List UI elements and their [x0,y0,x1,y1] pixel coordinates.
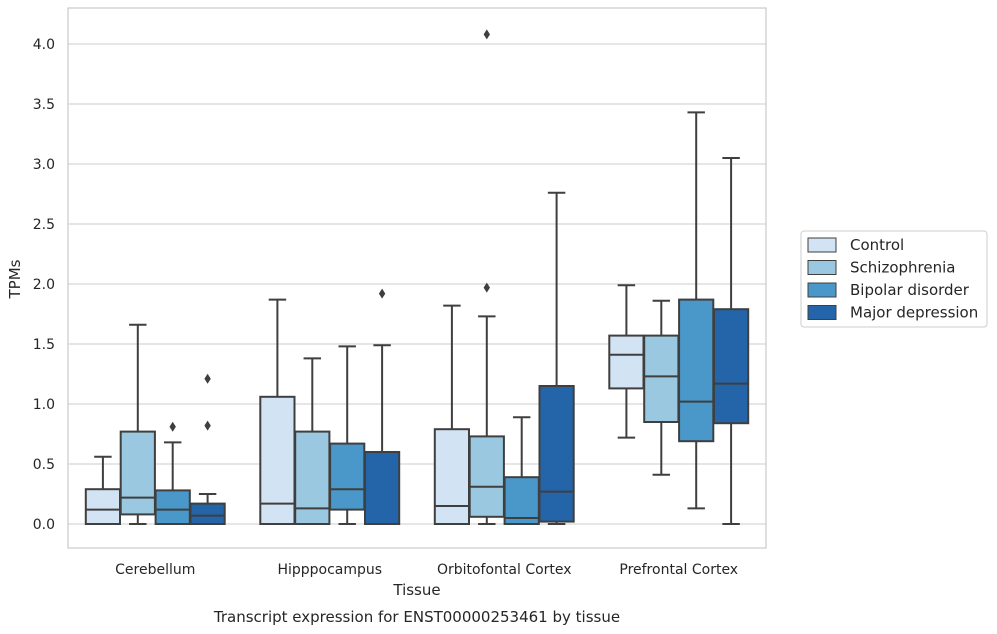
y-tick-label: 4.0 [33,37,55,53]
y-tick-label: 0.5 [33,457,55,473]
box-schizophrenia [294,357,331,526]
legend-swatch [807,282,837,298]
outlier-point [204,373,211,384]
legend-label: Control [850,236,904,254]
legend-swatch [807,260,837,275]
outlier-point [483,282,490,293]
x-tick-label: Hipppocampus [277,562,382,578]
x-axis-label: Tissue [392,581,440,599]
outlier-point [169,421,176,432]
legend-swatch [807,305,837,320]
box-iqr [154,489,191,525]
y-axis-label: TPMs [6,259,24,299]
box-iqr [538,385,575,523]
box-iqr [259,395,296,525]
y-tick-label: 1.5 [33,337,55,353]
y-tick-label: 2.5 [33,217,55,233]
plot-frame [67,7,767,549]
box-iqr [678,298,715,443]
y-tick-label: 1.0 [33,397,55,413]
y-tick-label: 2.0 [33,277,55,293]
box-iqr [643,334,680,424]
legend-frame [800,230,988,328]
box-major-depression [363,288,401,525]
box-bipolar-disorder [678,111,715,510]
x-tick-label: Cerebellum [115,562,195,578]
box-control [433,304,471,526]
box-control [608,284,645,439]
box-iqr [363,451,401,525]
box-schizophrenia [468,29,505,525]
outlier-point [483,29,490,40]
box-iqr [119,430,156,516]
box-control [259,298,296,525]
box-iqr [433,428,471,526]
outlier-point [378,288,386,299]
legend-label: Bipolar disorder [850,281,970,299]
box-iqr [294,430,331,526]
gridlines [68,43,766,525]
y-axis-ticks: 0.0 0.5 1.0 1.5 2.0 2.5 3.0 3.5 4.0 [33,37,55,533]
box-schizophrenia [643,299,680,476]
x-axis-ticks: Cerebellum Hipppocampus Orbitofontal Corte… [115,562,738,578]
box-control [84,455,122,526]
box-iqr [712,308,750,425]
box-major-depression [538,191,575,525]
x-tick-label: Prefrontal Cortex [619,562,738,578]
box-iqr [503,476,540,526]
box-major-depression [712,157,750,525]
box-iqr [468,435,505,518]
x-tick-label: Orbitofontal Cortex [437,562,572,578]
boxes [84,29,750,526]
box-iqr [608,334,645,390]
y-tick-label: 3.0 [33,157,55,173]
box-iqr [189,502,226,526]
box-iqr [84,488,122,526]
box-major-depression [189,373,226,526]
legend-label: Schizophrenia [850,259,955,277]
chart-caption: Transcript expression for ENST0000025346… [213,608,620,626]
box-bipolar-disorder [329,345,366,525]
box-bipolar-disorder [154,421,191,525]
y-tick-label: 0.0 [33,517,55,533]
y-tick-label: 3.5 [33,97,55,113]
legend-label: Major depression [850,304,978,322]
box-schizophrenia [119,323,156,525]
legend: Control Schizophrenia Bipolar disorder Majo… [800,230,988,328]
box-iqr [329,442,366,511]
legend-swatch [807,237,837,253]
box-bipolar-disorder [503,416,540,526]
outlier-point [204,420,211,431]
